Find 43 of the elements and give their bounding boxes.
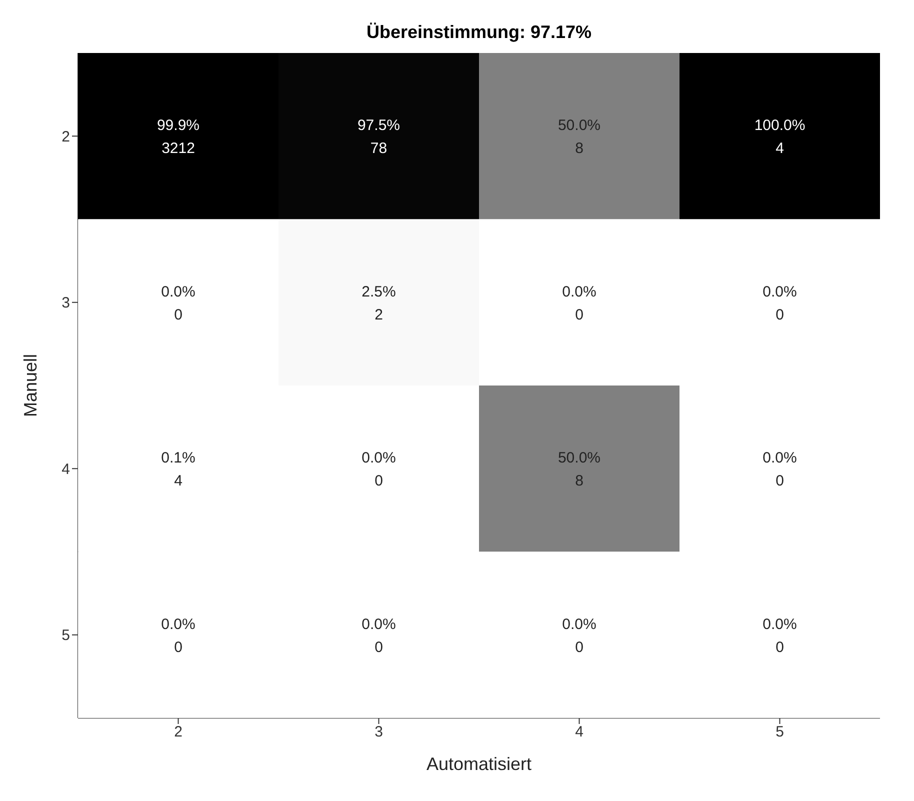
x-tick-label: 3 xyxy=(374,724,383,741)
data-label: 0.1% xyxy=(161,450,196,467)
data-label: 50.0% xyxy=(558,450,601,467)
data-label: 0.0% xyxy=(161,283,196,300)
data-label: 99.9% xyxy=(156,117,200,134)
annotation: 0 xyxy=(776,638,784,656)
annotation: 0 xyxy=(776,472,784,490)
annotation: 2 xyxy=(374,306,383,324)
data-label: 97.5% xyxy=(357,117,400,134)
data-label: 0.0% xyxy=(562,616,596,633)
x-tick-label: 2 xyxy=(174,724,182,741)
data-label: 0.0% xyxy=(762,450,797,467)
annotation: 8 xyxy=(575,472,584,490)
annotation: 0 xyxy=(575,638,584,656)
annotation: 4 xyxy=(776,140,784,158)
annotation: 3212 xyxy=(162,140,195,158)
data-label: 0.0% xyxy=(562,283,596,300)
annotation: 4 xyxy=(174,472,182,490)
data-label: 50.0% xyxy=(558,117,601,134)
annotation: 0 xyxy=(575,306,584,324)
chart-title: Übereinstimmung: 97.17% xyxy=(365,22,593,43)
y-tick-label: 2 xyxy=(62,128,70,146)
annotation: 0 xyxy=(174,306,182,324)
y-axis-title: Manuell xyxy=(20,354,40,418)
data-label: 100.0% xyxy=(754,117,806,134)
y-tick-label: 4 xyxy=(62,460,70,478)
x-tick-label: 4 xyxy=(575,724,584,741)
data-label: 2.5% xyxy=(362,283,396,300)
annotation: 0 xyxy=(374,472,383,490)
data-label: 0.0% xyxy=(362,616,396,633)
annotation: 8 xyxy=(575,140,584,158)
data-label: 0.0% xyxy=(362,450,396,467)
data-label: 0.0% xyxy=(161,616,196,633)
annotation: 0 xyxy=(374,638,383,656)
data-label: 0.0% xyxy=(762,283,797,300)
x-axis-title: Automatisiert xyxy=(426,754,532,774)
annotation: 0 xyxy=(174,638,182,656)
y-tick-label: 3 xyxy=(62,294,70,312)
y-tick-label: 5 xyxy=(62,627,70,644)
annotation: 0 xyxy=(776,306,784,324)
data-label: 0.0% xyxy=(762,616,797,633)
annotation: 78 xyxy=(370,140,388,158)
x-tick-label: 5 xyxy=(776,724,784,741)
